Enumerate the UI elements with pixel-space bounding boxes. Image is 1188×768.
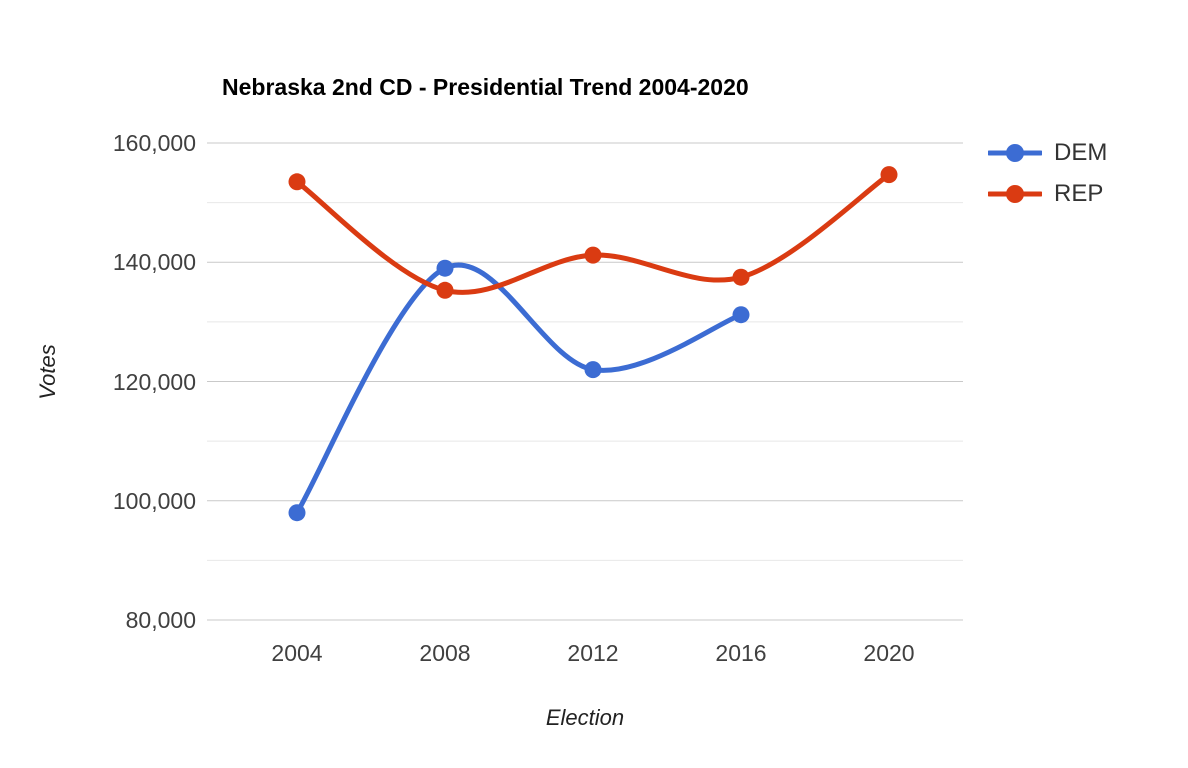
series-line-dem (294, 262, 744, 516)
legend-swatch-rep-icon (988, 184, 1042, 203)
data-point-rep (288, 173, 306, 191)
x-axis-title: Election (545, 705, 625, 730)
x-tick-label: 2020 (863, 640, 915, 666)
data-point-dem (584, 361, 602, 379)
x-tick-label: 2016 (715, 640, 767, 666)
y-tick-label: 120,000 (112, 368, 196, 395)
y-tick-label: 100,000 (112, 487, 196, 514)
legend: DEM REP (988, 132, 1107, 214)
series-line-rep (294, 172, 892, 295)
y-tick-label: 140,000 (112, 249, 196, 276)
legend-label: REP (1054, 179, 1104, 207)
data-point-dem (732, 306, 750, 324)
y-axis-title: Votes (35, 344, 60, 400)
legend-label: DEM (1054, 138, 1108, 166)
y-tick-label: 160,000 (112, 130, 196, 156)
legend-swatch-dem-icon (988, 143, 1042, 162)
data-point-rep (584, 246, 602, 264)
data-point-rep (880, 166, 898, 184)
data-point-dem (288, 504, 306, 522)
chart-title: Nebraska 2nd CD - Presidential Trend 200… (222, 74, 749, 100)
data-point-rep (732, 268, 750, 286)
x-tick-label: 2008 (419, 640, 471, 666)
data-point-rep (436, 281, 454, 299)
x-tick-label: 2004 (271, 640, 323, 666)
legend-item-dem: DEM (988, 132, 1107, 173)
data-point-dem (436, 259, 454, 277)
legend-item-rep: REP (988, 173, 1107, 214)
y-tick-label: 80,000 (125, 607, 196, 633)
x-tick-label: 2012 (567, 640, 619, 666)
